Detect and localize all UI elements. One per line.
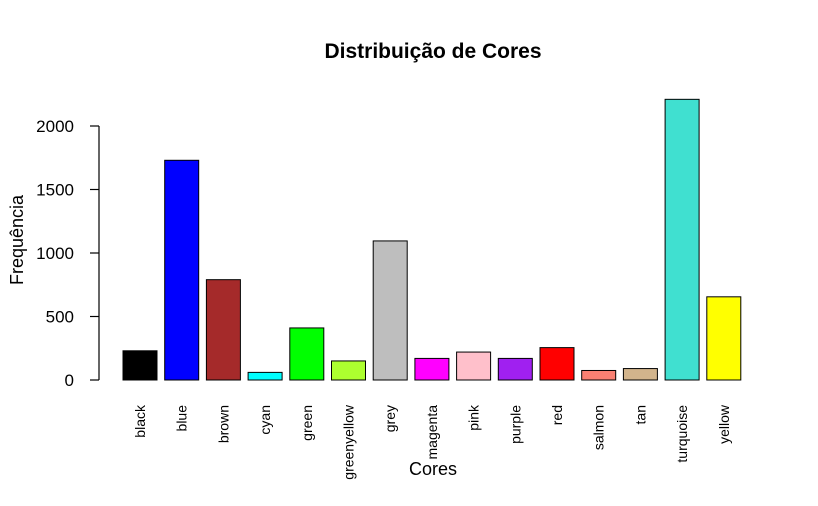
x-tick-label-pink: pink: [466, 404, 482, 431]
x-tick-label-brown: brown: [215, 405, 231, 443]
y-tick-label: 1000: [36, 244, 74, 263]
x-tick-label-blue: blue: [174, 405, 190, 432]
bar-magenta: [414, 357, 450, 381]
x-tick-label-red: red: [549, 405, 565, 425]
x-tick-label-black: black: [132, 404, 148, 438]
x-tick-label-cyan: cyan: [257, 405, 273, 435]
bar-turquoise: [664, 98, 700, 381]
bar-brown: [205, 279, 241, 381]
bar-tan: [622, 368, 658, 381]
bar-salmon: [581, 369, 617, 381]
x-tick-label-magenta: magenta: [424, 405, 440, 460]
x-tick-label-tan: tan: [632, 405, 648, 424]
y-axis-ticks: 0 500 1000 1500 2000: [36, 117, 99, 390]
x-tick-label-greenyellow: greenyellow: [341, 404, 357, 480]
y-tick-label: 2000: [36, 117, 74, 136]
bar-blue: [164, 159, 200, 381]
x-tick-label-grey: grey: [382, 405, 398, 432]
y-tick-label: 0: [65, 371, 74, 390]
bar-grey: [372, 240, 408, 381]
x-tick-label-green: green: [299, 405, 315, 441]
y-tick-label: 1500: [36, 181, 74, 200]
bar-yellow: [706, 296, 742, 381]
x-tick-label-yellow: yellow: [716, 404, 732, 444]
y-axis-label: Frequência: [7, 194, 27, 285]
bar-pink: [456, 351, 492, 381]
chart-title: Distribuição de Cores: [324, 40, 541, 63]
bar-purple: [497, 357, 533, 381]
bar-black: [122, 350, 158, 381]
bar-cyan: [247, 371, 283, 381]
x-axis-category-labels: black blue brown cyan green greenyellow grey ma…: [132, 404, 732, 480]
x-axis-label: Cores: [409, 459, 457, 479]
x-tick-label-purple: purple: [507, 405, 523, 444]
bar-green: [289, 327, 325, 381]
bars: [122, 98, 742, 381]
bar-greenyellow: [331, 360, 366, 381]
x-tick-label-turquoise: turquoise: [674, 405, 690, 463]
x-tick-label-salmon: salmon: [591, 405, 607, 450]
y-tick-label: 500: [46, 308, 74, 327]
bar-red: [539, 347, 575, 381]
